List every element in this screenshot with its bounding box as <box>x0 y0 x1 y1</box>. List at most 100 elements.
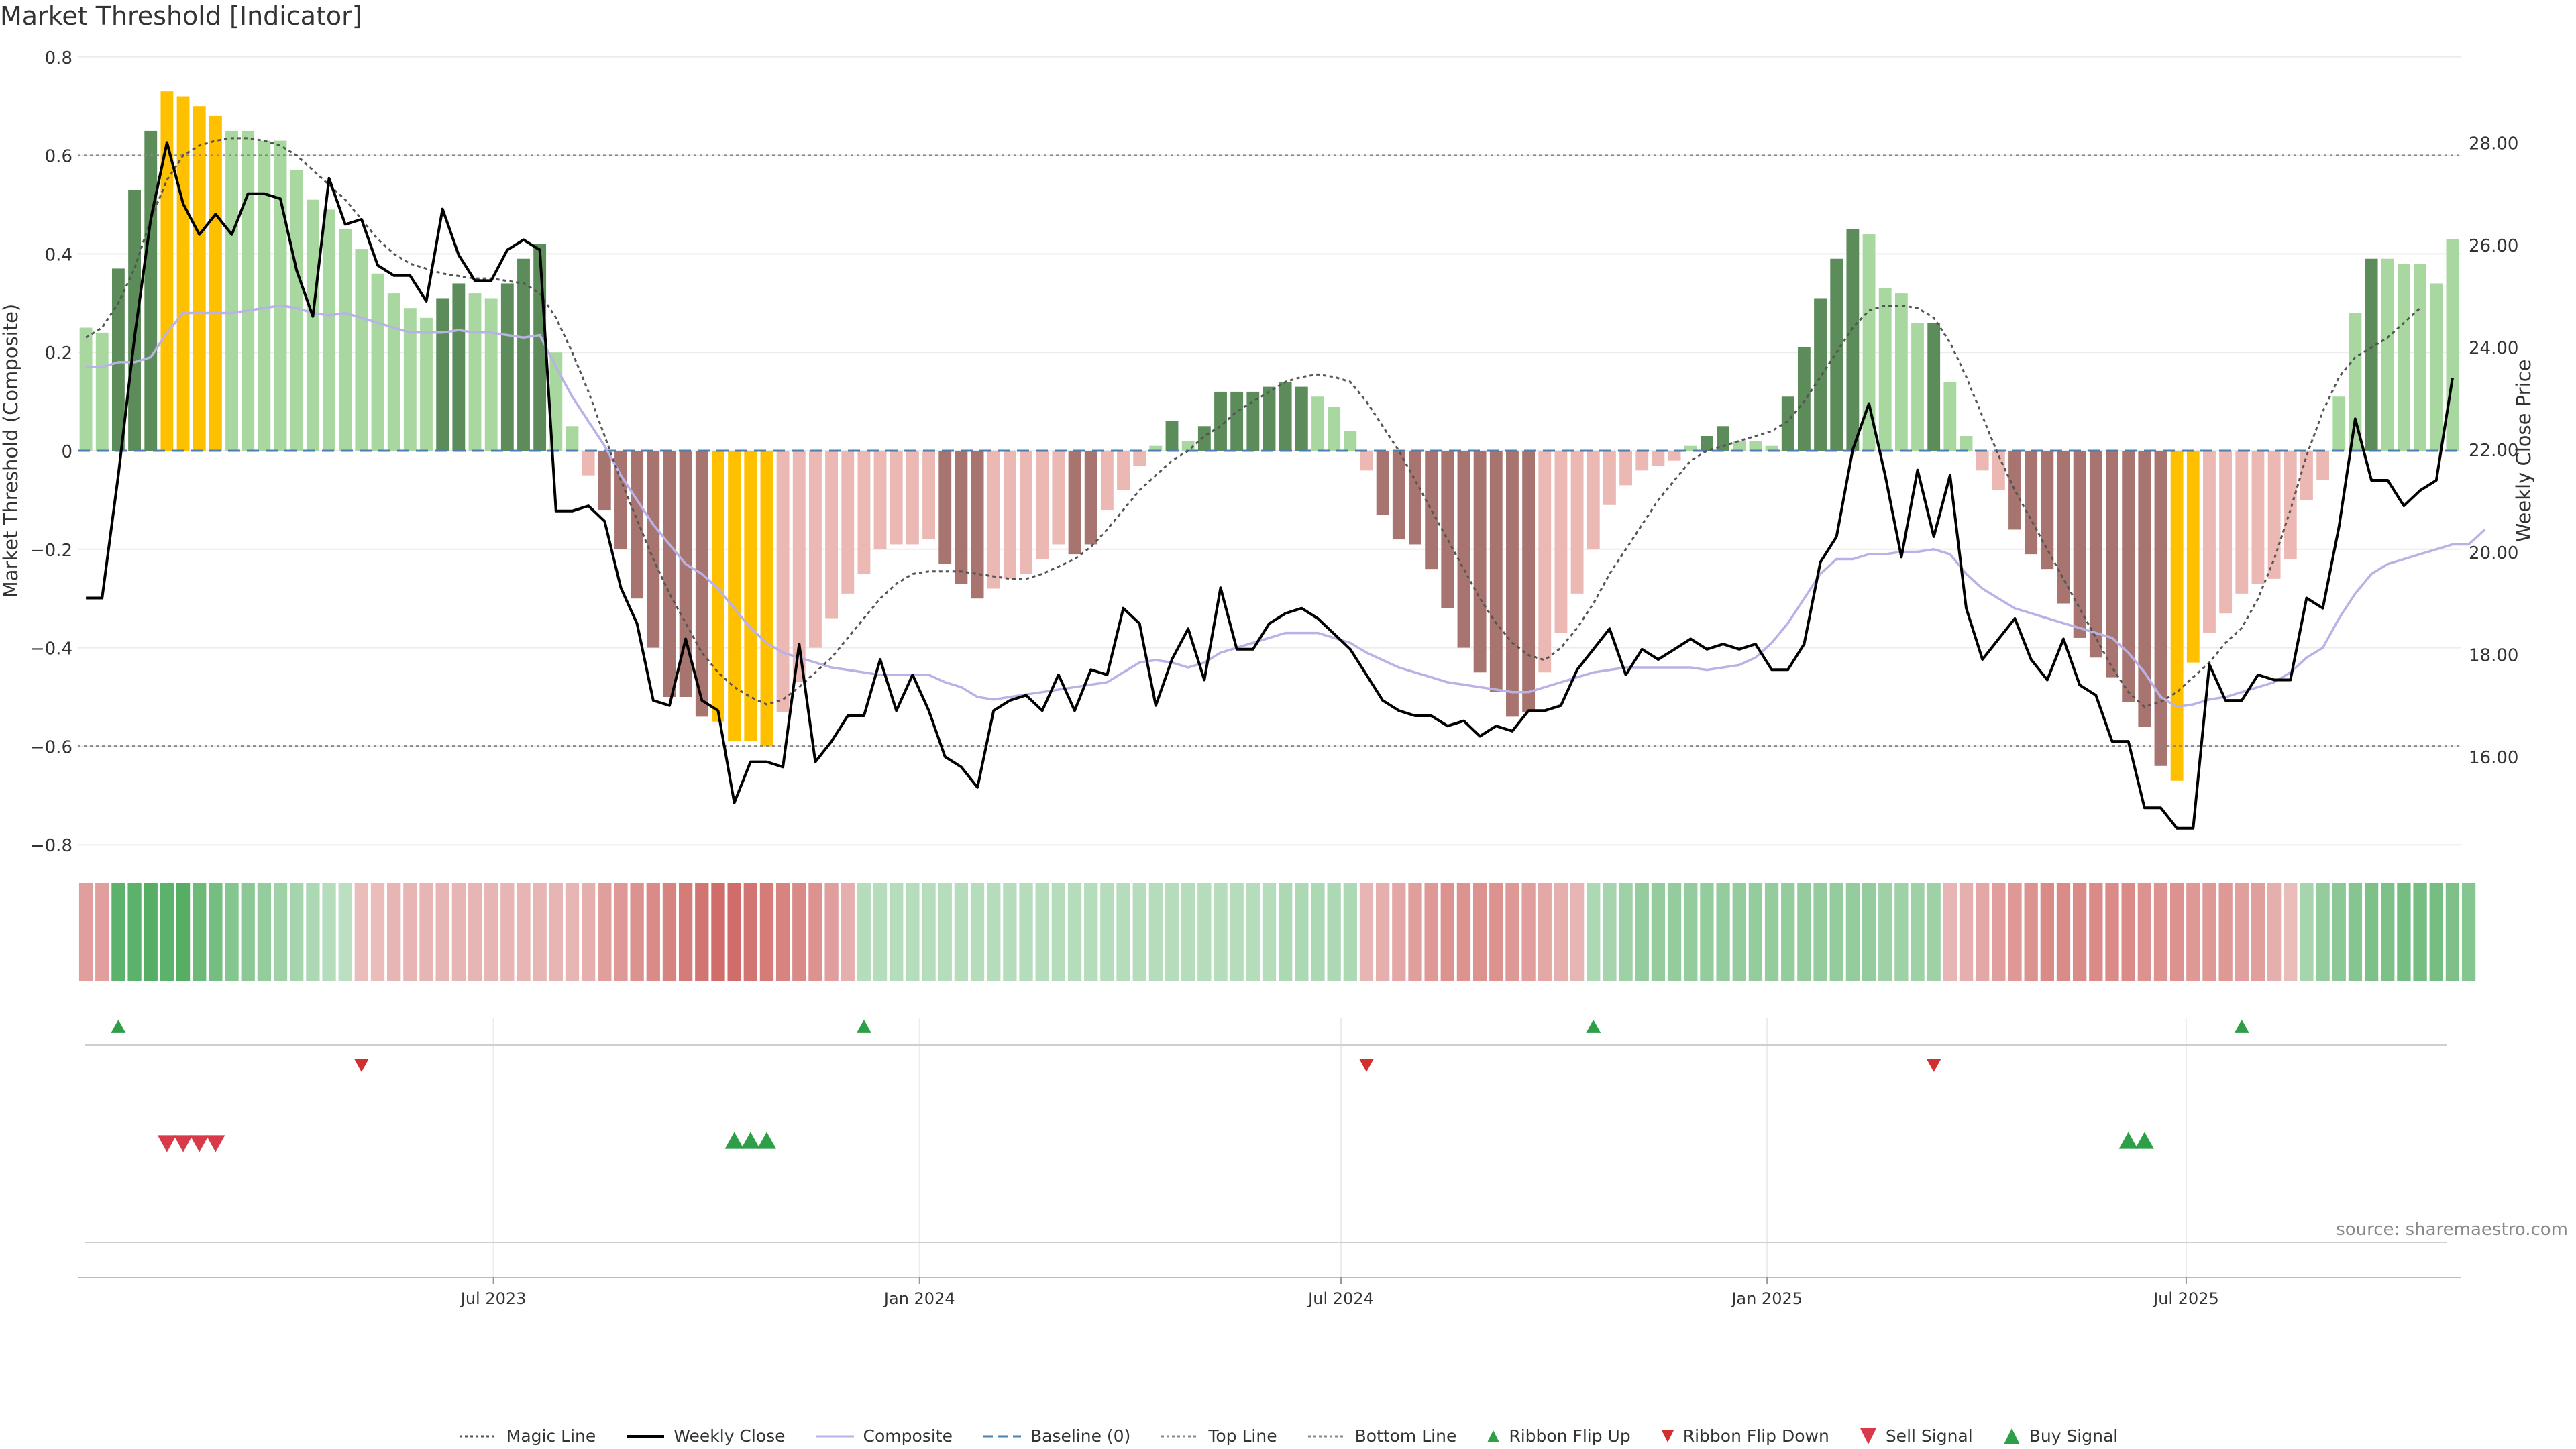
composite-bar <box>1814 298 1827 451</box>
ribbon-cell <box>890 883 904 981</box>
ribbon-cell <box>2024 883 2038 981</box>
composite-bar <box>1489 451 1503 692</box>
composite-bar <box>1328 406 1341 451</box>
ribbon-cell <box>78 883 93 981</box>
ribbon-cell <box>1100 883 1114 981</box>
composite-bar <box>1587 451 1600 549</box>
composite-bar <box>420 317 433 451</box>
ribbon-cell <box>2218 883 2233 981</box>
ribbon-cell <box>1781 883 1795 981</box>
ribbon-cell <box>1700 883 1714 981</box>
composite-bar <box>176 96 190 451</box>
composite-bar <box>1295 386 1308 451</box>
composite-bar <box>1894 293 1908 451</box>
ribbon-cell <box>2284 883 2298 981</box>
composite-bar <box>647 451 660 648</box>
ribbon-cell <box>1132 883 1146 981</box>
ribbon-cell <box>290 883 304 981</box>
legend-line-icon <box>1307 1435 1346 1437</box>
composite-bar <box>2349 313 2362 451</box>
ribbon-flip-up-marker <box>856 1020 871 1033</box>
legend-label: Bottom Line <box>1354 1426 1457 1446</box>
signal-rows <box>85 1020 2447 1243</box>
ribbon-cell <box>824 883 839 981</box>
sell-signal-marker <box>206 1135 225 1152</box>
legend-item: Ribbon Flip Up <box>1486 1426 1631 1446</box>
composite-bar <box>1538 451 1552 673</box>
ribbon-cell <box>873 883 888 981</box>
composite-bar <box>1668 451 1681 461</box>
composite-bar <box>1036 451 1049 559</box>
composite-bar <box>2073 451 2086 638</box>
ribbon-cell <box>517 883 531 981</box>
legend-label: Sell Signal <box>1885 1426 1973 1446</box>
ribbon-cell <box>938 883 952 981</box>
composite-bar <box>517 258 530 451</box>
x-tick-label: Jan 2024 <box>883 1289 955 1308</box>
composite-bar <box>2122 451 2135 702</box>
composite-bar <box>306 199 319 451</box>
ribbon-cell <box>1748 883 1763 981</box>
ribbon-cell <box>1732 883 1746 981</box>
ribbon-cell <box>2056 883 2071 981</box>
composite-bar <box>1570 451 1584 594</box>
ribbon-cell <box>646 883 660 981</box>
y-axis-left-label: Market Threshold (Composite) <box>0 304 22 598</box>
composite-bar <box>728 451 741 742</box>
ribbon-cell <box>1635 883 1649 981</box>
composite-bar <box>1376 451 1389 515</box>
composite-bar <box>1700 435 1713 451</box>
composite-bar <box>1960 435 1973 451</box>
composite-bar <box>566 426 579 451</box>
ribbon-cell <box>2105 883 2119 981</box>
composite-bar <box>2446 239 2459 451</box>
ribbon-cell <box>209 883 223 981</box>
ribbon-cell <box>1148 883 1163 981</box>
composite-bar <box>1830 258 1843 451</box>
legend-line-icon <box>983 1435 1021 1437</box>
composite-bar <box>2284 451 2297 559</box>
composite-bar <box>873 451 887 549</box>
ribbon-cell <box>970 883 985 981</box>
composite-bar <box>500 283 514 451</box>
ribbon-cell <box>403 883 417 981</box>
ribbon-cell <box>144 883 158 981</box>
ribbon-cell <box>2251 883 2265 981</box>
composite-bar <box>1749 441 1762 451</box>
composite-line <box>86 304 2486 708</box>
composite-bar <box>2430 283 2443 451</box>
ribbon-cell <box>1651 883 1666 981</box>
ribbon-cell <box>193 883 207 981</box>
ribbon-cell <box>95 883 109 981</box>
ribbon-cell <box>500 883 515 981</box>
ribbon-cell <box>1214 883 1228 981</box>
composite-bar <box>2332 396 2346 451</box>
weekly-close-line <box>86 141 2454 830</box>
ribbon-cell <box>257 883 272 981</box>
y-left-tick-label: 0.6 <box>45 147 72 167</box>
composite-bar <box>2170 451 2184 781</box>
ribbon-cell <box>549 883 563 981</box>
composite-bar <box>922 451 935 540</box>
ribbon-cell <box>1035 883 1049 981</box>
ribbon-cell <box>2008 883 2022 981</box>
composite-bar <box>1425 451 1438 570</box>
ribbon-cell <box>468 883 482 981</box>
ribbon-cell <box>987 883 1001 981</box>
y-right-tick-label: 22.00 <box>2469 441 2518 461</box>
composite-bar <box>95 332 109 451</box>
legend-label: Weekly Close <box>674 1426 786 1446</box>
legend: Magic Line Weekly Close Composite Baseline … <box>0 1426 2576 1446</box>
composite-bar <box>1360 451 1373 471</box>
ribbon-cell <box>678 883 693 981</box>
composite-bar <box>2041 451 2054 570</box>
composite-bar <box>1230 391 1244 451</box>
legend-item: Weekly Close <box>625 1426 786 1446</box>
ribbon-cell <box>922 883 936 981</box>
composite-bar <box>1441 451 1454 608</box>
composite-bar <box>1263 386 1276 451</box>
legend-item: Sell Signal <box>1859 1426 1973 1446</box>
buy-signal-marker <box>757 1132 776 1149</box>
composite-bar <box>2267 451 2281 579</box>
ribbon-cell <box>241 883 255 981</box>
